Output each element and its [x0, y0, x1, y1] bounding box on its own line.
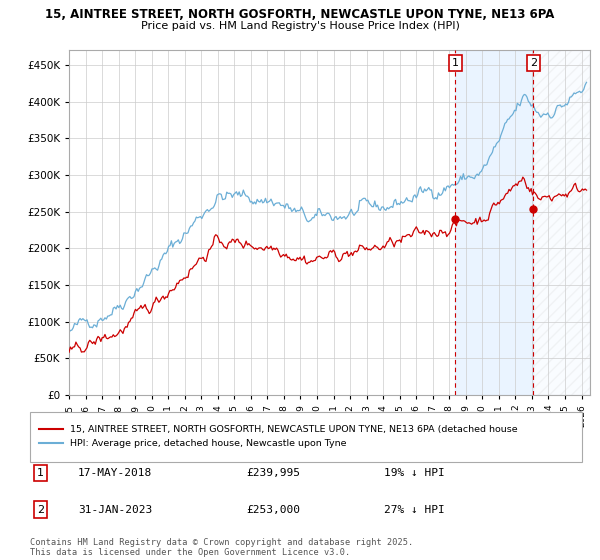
FancyBboxPatch shape — [30, 412, 582, 462]
Text: Contains HM Land Registry data © Crown copyright and database right 2025.
This d: Contains HM Land Registry data © Crown c… — [30, 538, 413, 557]
Text: 1: 1 — [37, 468, 44, 478]
Text: 27% ↓ HPI: 27% ↓ HPI — [384, 505, 445, 515]
Bar — [455, 50, 533, 395]
Text: 2: 2 — [530, 58, 537, 68]
Bar — [533, 50, 590, 395]
Text: 15, AINTREE STREET, NORTH GOSFORTH, NEWCASTLE UPON TYNE, NE13 6PA: 15, AINTREE STREET, NORTH GOSFORTH, NEWC… — [46, 8, 554, 21]
Text: 19% ↓ HPI: 19% ↓ HPI — [384, 468, 445, 478]
Text: 1: 1 — [452, 58, 459, 68]
Text: £239,995: £239,995 — [246, 468, 300, 478]
Text: 31-JAN-2023: 31-JAN-2023 — [78, 505, 152, 515]
Bar — [533, 50, 590, 395]
Text: £253,000: £253,000 — [246, 505, 300, 515]
Legend: 15, AINTREE STREET, NORTH GOSFORTH, NEWCASTLE UPON TYNE, NE13 6PA (detached hous: 15, AINTREE STREET, NORTH GOSFORTH, NEWC… — [35, 422, 522, 452]
Text: 2: 2 — [37, 505, 44, 515]
Text: 17-MAY-2018: 17-MAY-2018 — [78, 468, 152, 478]
Text: Price paid vs. HM Land Registry's House Price Index (HPI): Price paid vs. HM Land Registry's House … — [140, 21, 460, 31]
